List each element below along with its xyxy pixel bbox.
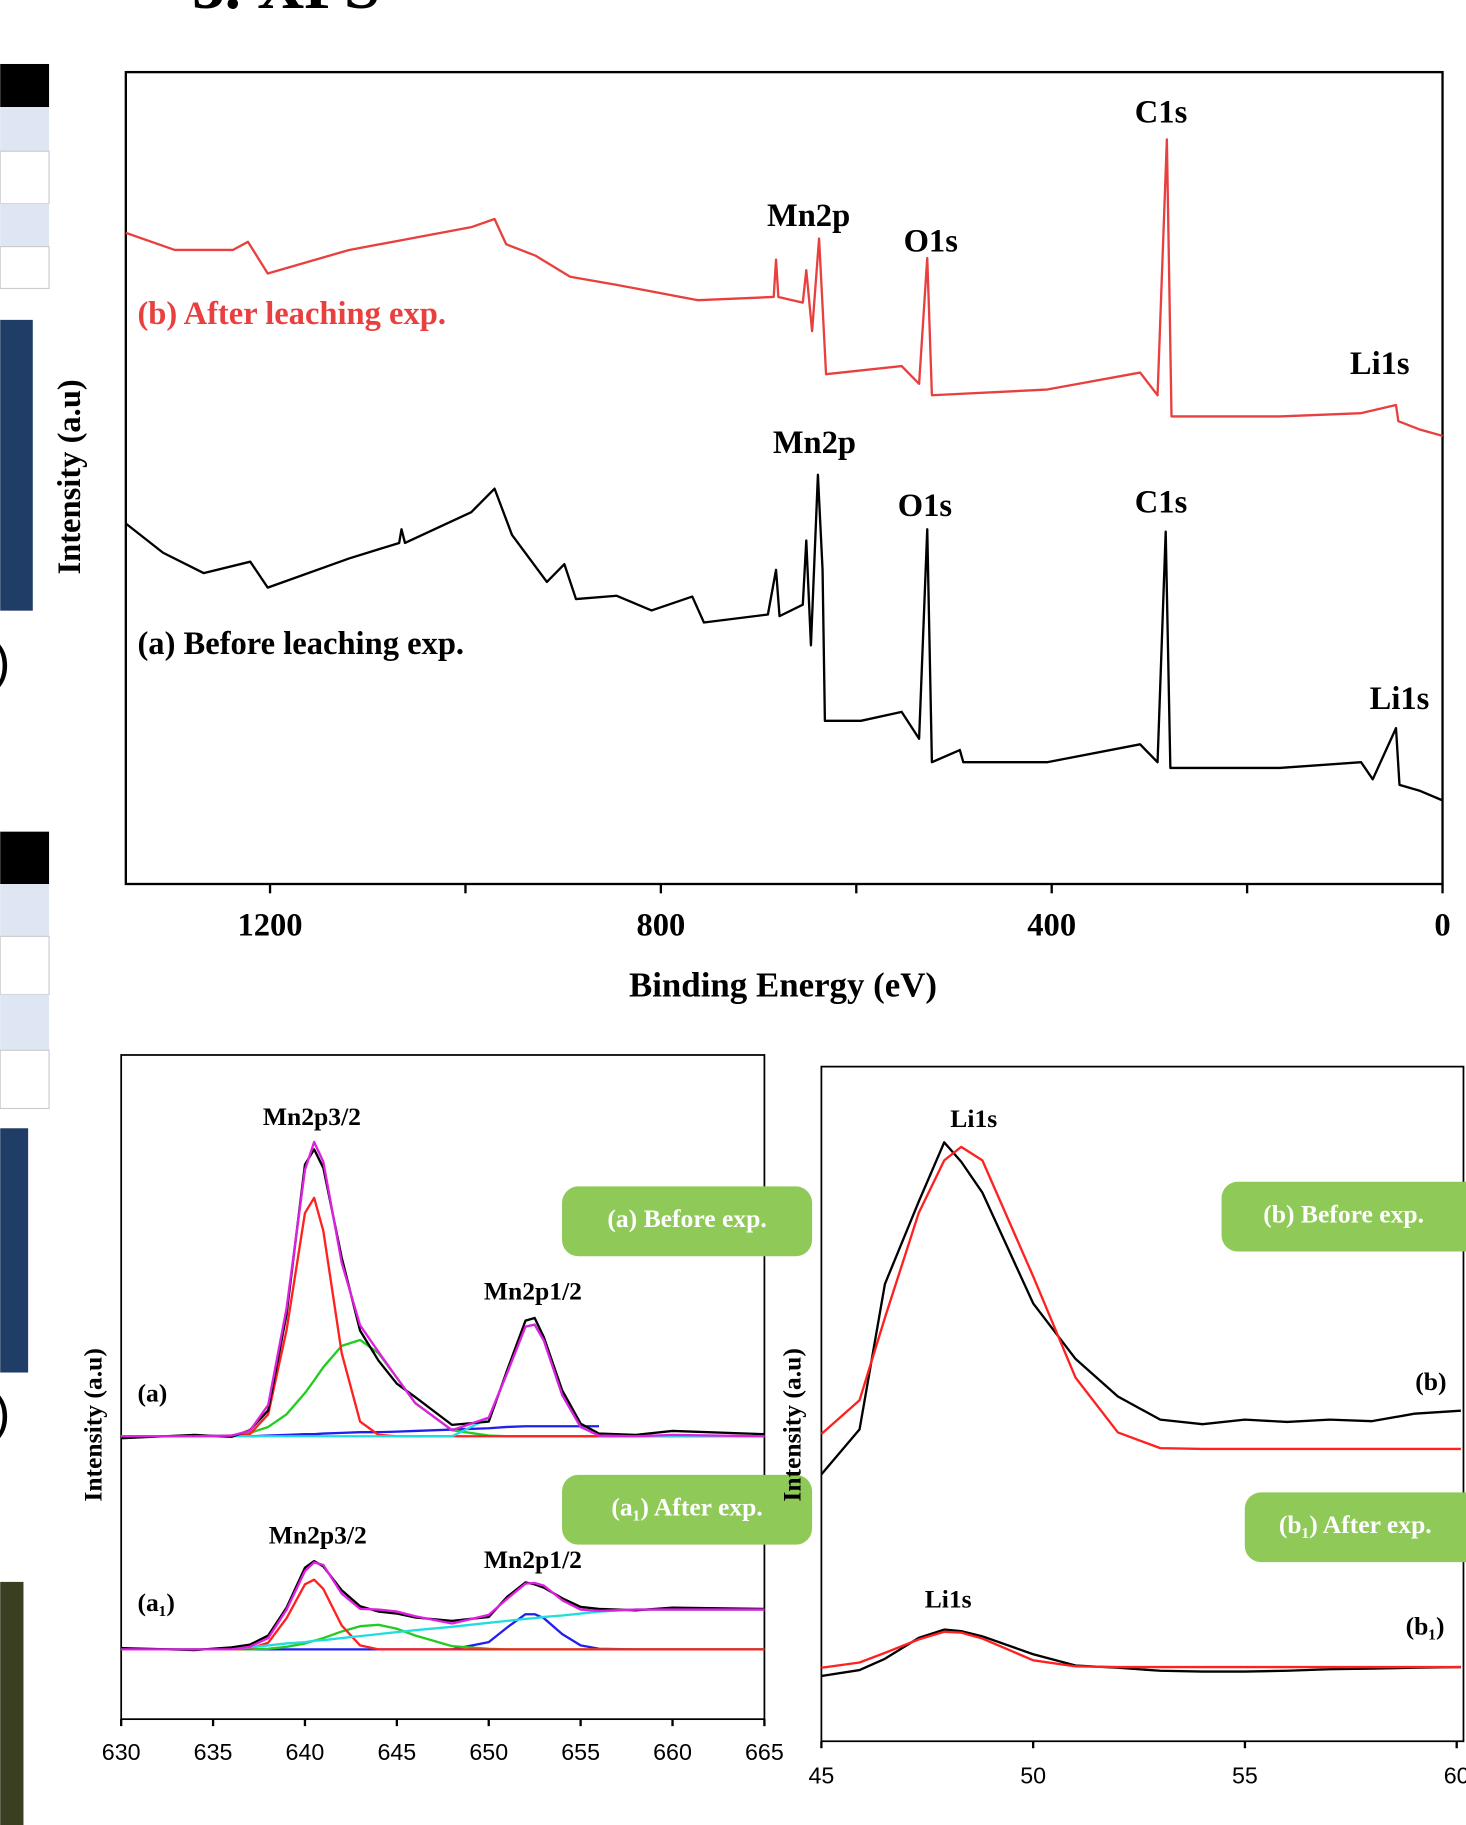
badge-label: (a) Before exp. [607, 1204, 766, 1233]
data-line [121, 1578, 765, 1651]
data-line [249, 1425, 600, 1438]
fragment-header [0, 63, 50, 108]
x-tick-label: 55 [1232, 1762, 1258, 1788]
badge [562, 1186, 813, 1257]
annotation: C1s [1135, 95, 1187, 131]
x-tick-label: 45 [808, 1762, 834, 1788]
fragment-block [0, 319, 33, 611]
annotation: Mn2p [773, 425, 856, 461]
badge-label: (b₁) After exp. [1279, 1510, 1432, 1539]
left-fragments: ) ) [0, 63, 50, 1825]
annotation: C1s [1135, 484, 1187, 520]
y-axis-label: Intensity (a.u) [78, 1348, 107, 1501]
annotation: Li1s [1350, 346, 1410, 382]
chart: 45505560Binding Energy (eV)Intensity (a.… [778, 1065, 1466, 1788]
plot-frame [124, 70, 1444, 886]
fragment-row [0, 246, 50, 290]
annotation: O1s [898, 488, 952, 524]
fragment-header [0, 831, 50, 885]
data-line [121, 1608, 765, 1651]
fragment-row [0, 203, 50, 247]
annotation: (a) Before leaching exp. [137, 626, 464, 662]
data-line [121, 1338, 765, 1438]
fragment-row [0, 1049, 50, 1110]
plot-frame [120, 1054, 766, 1721]
badge-label: (b) Before exp. [1263, 1200, 1424, 1229]
data-line [121, 1140, 765, 1438]
fragment-text: ) [0, 1384, 10, 1441]
fragment-text: ) [0, 633, 10, 690]
y-axis-label: Intensity (a.u) [778, 1348, 807, 1501]
chart: 630 635 640 645 650 655 660 665 Binding Energy (… [78, 1054, 813, 1825]
x-axis-label: Binding Energy (eV) [629, 966, 937, 1005]
slide-title: 3. XPS [192, 0, 380, 23]
fragment-row [0, 884, 50, 937]
fragment-row [0, 935, 50, 996]
fragment-row [0, 150, 50, 205]
x-tick-label: 0 [1434, 908, 1450, 944]
badge-label: (a₁) After exp. [611, 1493, 762, 1522]
x-axis-label: Binding Energy (eV) [349, 1821, 575, 1825]
y-axis-label: Intensity (a.u) [52, 379, 88, 574]
x-tick-label: 660 [653, 1739, 692, 1765]
fragment-photo [0, 1581, 24, 1825]
annotation: Li1s [1370, 681, 1430, 717]
annotation: (a₁) [137, 1588, 174, 1617]
data-line [121, 1323, 765, 1438]
plot-frame [820, 1065, 1465, 1743]
x-tick-label: 650 [469, 1739, 508, 1765]
x-tick-label: 800 [636, 908, 685, 944]
badge [1221, 1181, 1466, 1252]
annotation: Mn2p [767, 198, 850, 234]
data-line [121, 1561, 765, 1651]
x-tick-label: 630 [102, 1739, 141, 1765]
x-tick-label: 665 [745, 1739, 784, 1765]
annotation: (b) After leaching exp. [137, 296, 446, 332]
x-tick-label: 635 [194, 1739, 233, 1765]
annotation: Li1s [950, 1104, 997, 1133]
x-tick-label: 50 [1020, 1762, 1046, 1788]
data-line [821, 1628, 1461, 1678]
annotation: Mn2p3/2 [269, 1521, 367, 1550]
x-tick-label: 655 [561, 1739, 600, 1765]
data-line [125, 138, 1443, 437]
annotation: Mn2p1/2 [484, 1545, 582, 1574]
fragment-block [0, 1128, 29, 1373]
data-line [821, 1630, 1461, 1669]
fragment-row [0, 107, 50, 152]
annotation: O1s [904, 224, 958, 260]
data-line [125, 473, 1443, 802]
x-tick-label: 645 [377, 1739, 416, 1765]
badge [562, 1474, 813, 1545]
annotation: Mn2p3/2 [263, 1102, 361, 1131]
x-tick-label: 60 [1444, 1762, 1466, 1788]
x-tick-label: 400 [1027, 908, 1076, 944]
annotation: (b₁) [1406, 1611, 1445, 1640]
x-tick-label: 1200 [237, 908, 302, 944]
annotation: Mn2p1/2 [484, 1276, 582, 1305]
annotation: Li1s [925, 1585, 972, 1614]
data-line [820, 1145, 1461, 1451]
x-tick-label: 640 [286, 1739, 325, 1765]
data-line [121, 1559, 765, 1652]
annotation: (a) [137, 1379, 167, 1408]
data-line [820, 1141, 1461, 1476]
annotation: (b) [1415, 1367, 1446, 1396]
chart: 1200 800 400 0 Binding Energy (eV) Intensity … [52, 70, 1451, 1005]
fragment-row [0, 994, 50, 1051]
badge [1244, 1492, 1466, 1563]
